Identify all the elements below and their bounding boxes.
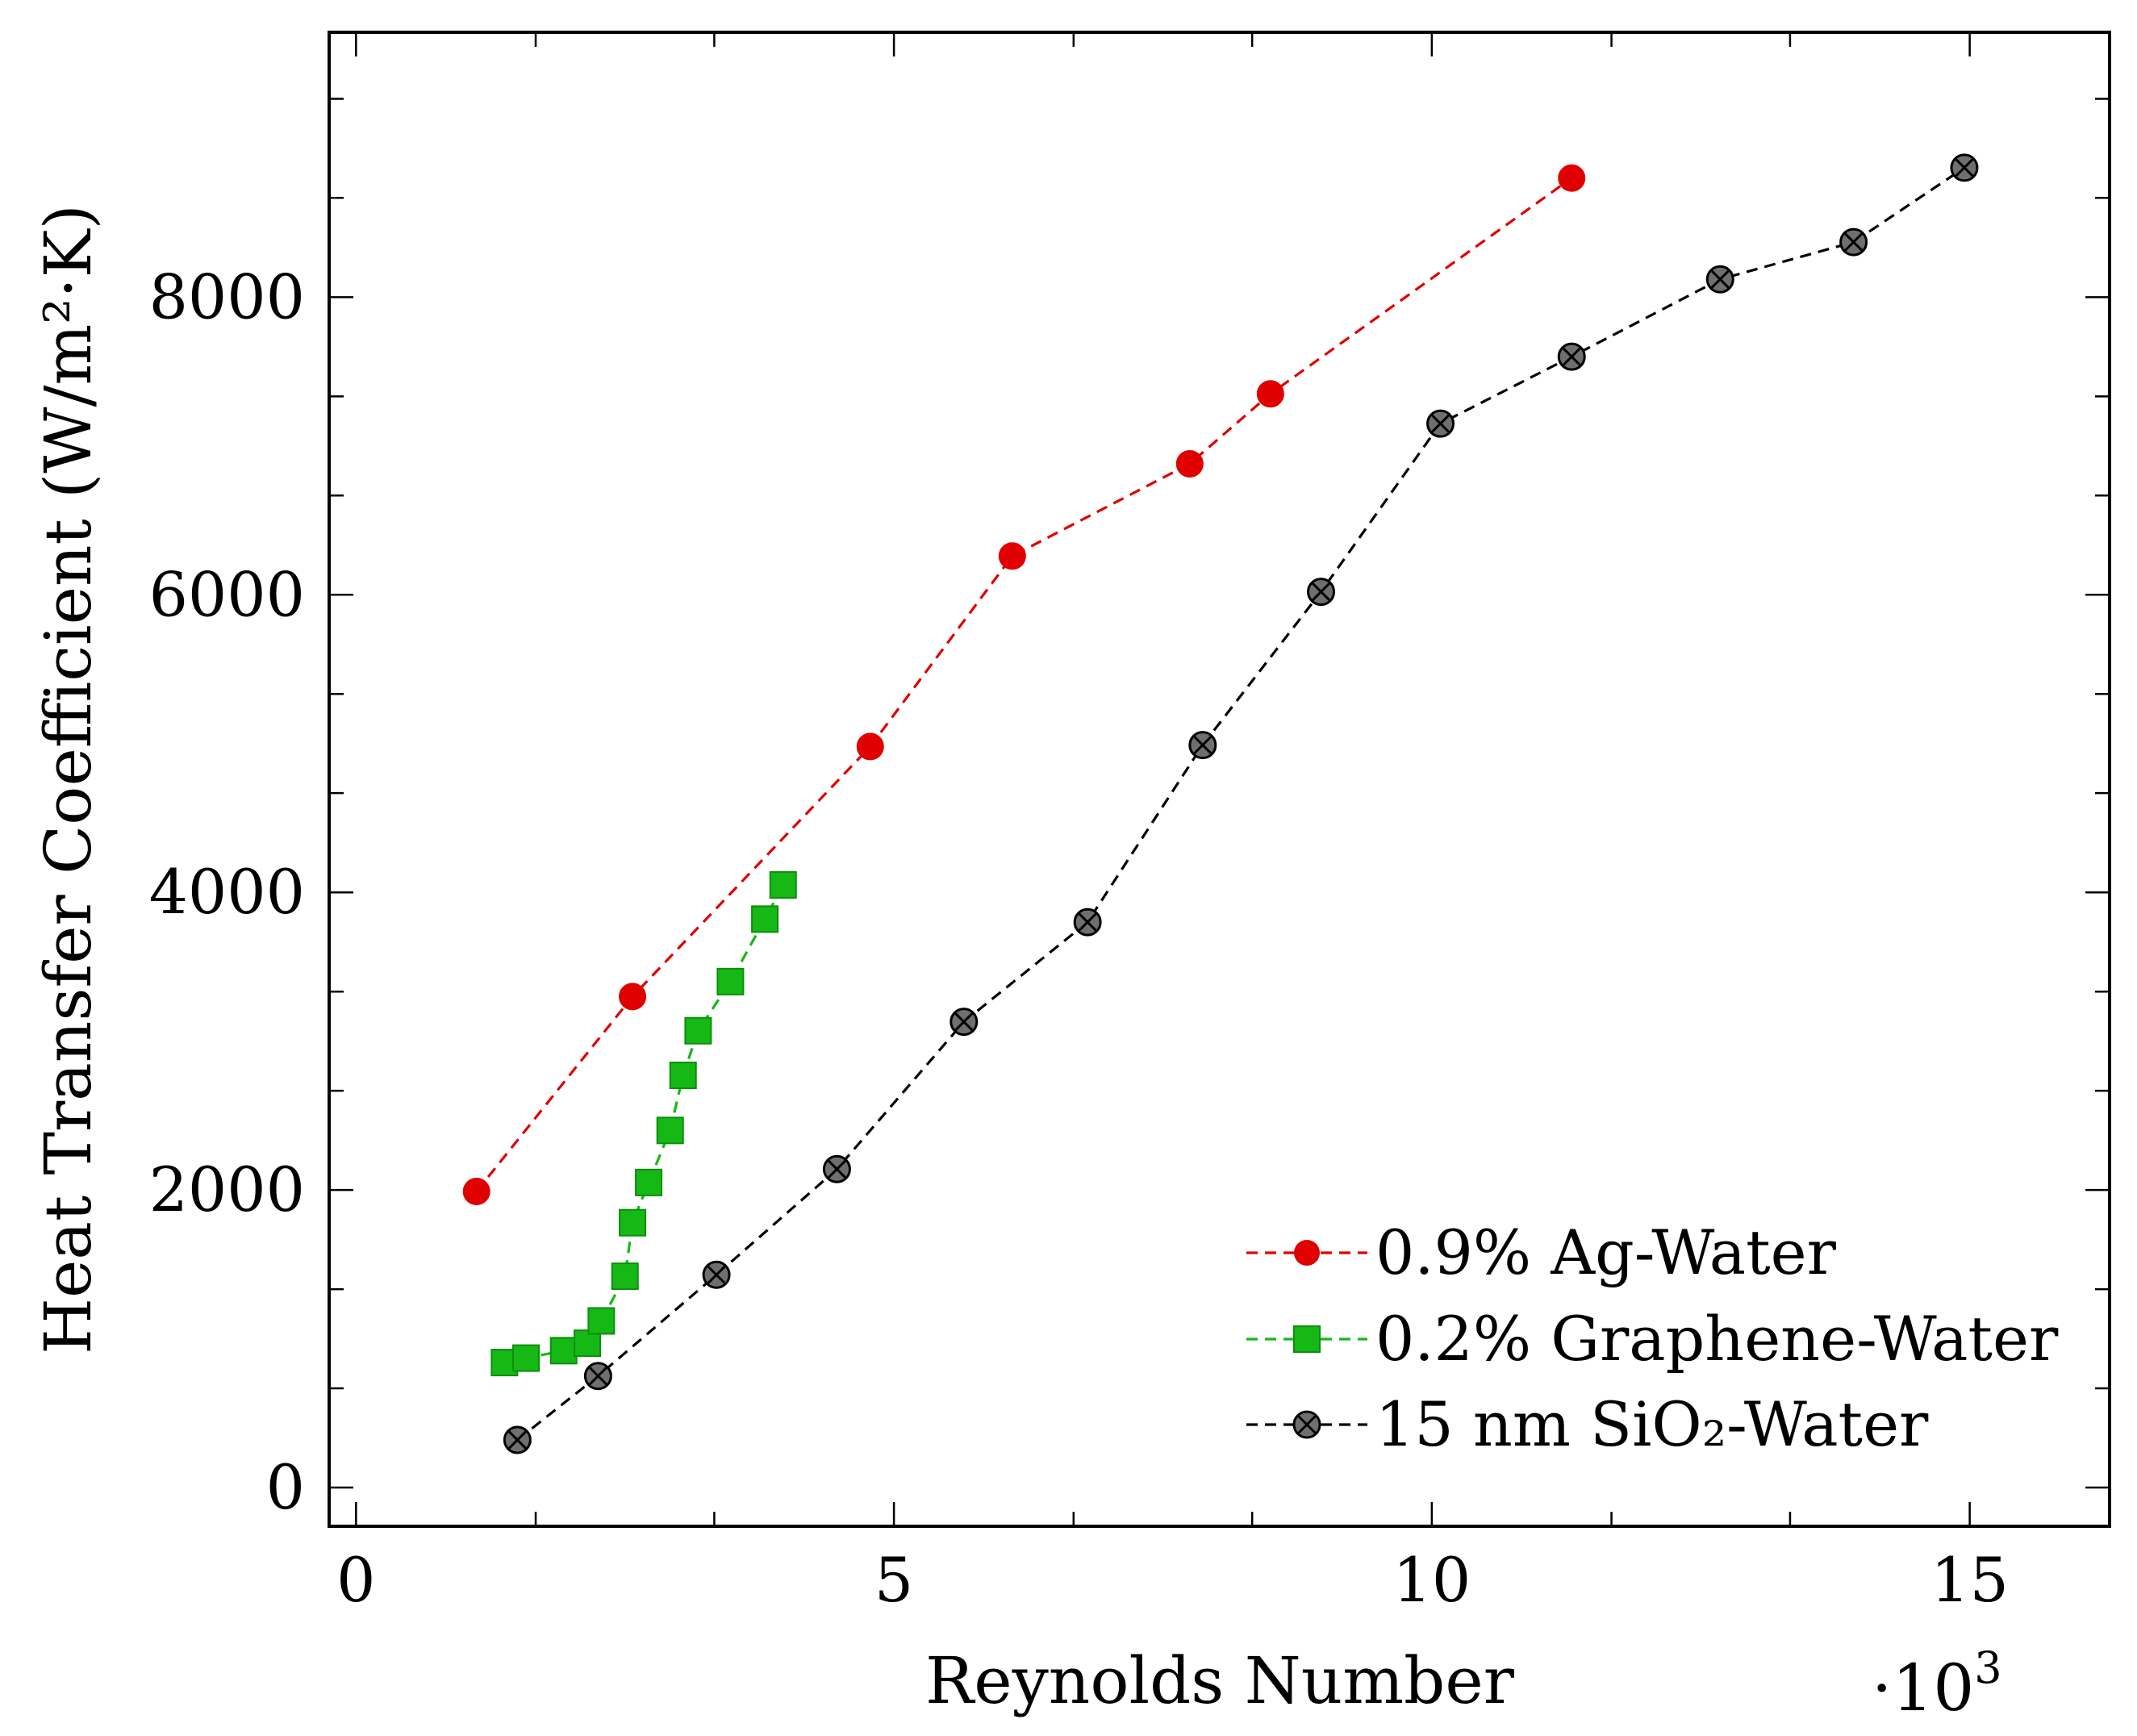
x-tick-label: 15 <box>1930 1544 2009 1616</box>
x-multiplier-exponent: 3 <box>1974 1642 2001 1693</box>
data-point-sio2-water <box>1557 342 1586 371</box>
data-point-graphene-water <box>611 1262 639 1291</box>
marker-cross <box>1078 912 1098 933</box>
data-point-graphene-water <box>716 967 745 995</box>
legend-marker-ag-water <box>1294 1240 1320 1266</box>
data-point-graphene-water <box>587 1307 616 1335</box>
y-tick-label: 6000 <box>149 558 305 630</box>
y-axis-title: Heat Transfer Coefficient (W/m²·K) <box>31 204 106 1354</box>
legend-label-sio2-water: 15 nm SiO₂-Water <box>1375 1388 1929 1460</box>
ticks-layer <box>329 32 2110 1526</box>
marker-cross <box>1562 347 1582 367</box>
data-point-graphene-water <box>751 905 779 933</box>
legend-label-graphene-water: 0.2% Graphene-Water <box>1375 1303 2059 1375</box>
data-point-graphene-water <box>769 870 797 899</box>
marker-cross <box>1296 1414 1317 1435</box>
legend-marker-shape <box>1292 1410 1321 1439</box>
data-point-graphene-water <box>574 1329 602 1358</box>
labels-layer: 0 5 10 15 0 2000 4000 6000 8000 <box>149 261 2009 1616</box>
data-point-ag-water <box>856 732 884 761</box>
series-ag-water <box>462 164 1586 1205</box>
legend-marker-graphene-water <box>1293 1325 1321 1353</box>
marker-cross <box>1954 157 1975 177</box>
legend-marker-sio2-water <box>1292 1410 1321 1439</box>
data-point-sio2-water <box>503 1425 532 1454</box>
data-point-graphene-water <box>619 1208 647 1237</box>
data-point-ag-water <box>998 542 1026 570</box>
y-tick-label: 0 <box>266 1451 305 1523</box>
data-point-ag-water <box>1175 449 1204 478</box>
data-point-graphene-water <box>656 1116 684 1145</box>
data-point-graphene-water <box>549 1337 578 1365</box>
x-tick-label: 5 <box>874 1544 913 1616</box>
data-point-sio2-water <box>702 1260 731 1289</box>
marker-cross <box>507 1429 528 1450</box>
series-sio2-water <box>503 153 1979 1454</box>
data-point-graphene-water <box>684 1016 712 1045</box>
series-graphene-water <box>490 870 797 1377</box>
marker-cross <box>588 1366 608 1386</box>
data-point-graphene-water <box>512 1344 541 1372</box>
y-tick-label: 2000 <box>149 1154 305 1225</box>
series-layer <box>462 153 1979 1454</box>
data-point-ag-water <box>619 983 647 1011</box>
marker-cross <box>707 1265 727 1285</box>
plot-frame <box>328 31 2111 1528</box>
data-point-sio2-water <box>1188 731 1217 760</box>
data-point-ag-water <box>1256 380 1284 408</box>
data-point-ag-water <box>462 1177 490 1205</box>
x-tick-label: 0 <box>336 1544 375 1616</box>
data-point-ag-water <box>1558 164 1586 192</box>
x-tick-label: 10 <box>1393 1544 1471 1616</box>
marker-cross <box>1430 414 1450 434</box>
data-point-graphene-water <box>635 1168 663 1196</box>
marker-cross <box>1311 582 1331 602</box>
legend-label-ag-water: 0.9% Ag-Water <box>1375 1216 1837 1288</box>
x-multiplier-base: ·10 <box>1872 1650 1974 1726</box>
data-point-sio2-water <box>1839 227 1868 257</box>
y-tick-label: 8000 <box>149 261 305 332</box>
data-point-sio2-water <box>822 1154 851 1183</box>
legend-item-graphene-water: 0.2% Graphene-Water <box>1246 1303 2059 1375</box>
marker-cross <box>1192 735 1212 755</box>
legend: 0.9% Ag-Water 0.2% Graphene-Water 15 nm … <box>1246 1216 2059 1460</box>
legend-item-ag-water: 0.9% Ag-Water <box>1246 1216 1837 1288</box>
data-point-sio2-water <box>1307 578 1336 607</box>
data-point-sio2-water <box>1705 265 1734 294</box>
marker-cross <box>954 1012 974 1032</box>
x-multiplier: ·103 <box>1872 1642 2002 1726</box>
data-point-sio2-water <box>1073 908 1102 937</box>
y-tick-label: 4000 <box>149 856 305 928</box>
legend-item-sio2-water: 15 nm SiO₂-Water <box>1246 1388 1929 1460</box>
data-point-sio2-water <box>1950 153 1979 182</box>
marker-cross <box>827 1159 847 1179</box>
data-point-sio2-water <box>1426 409 1455 438</box>
data-point-sio2-water <box>950 1008 979 1037</box>
data-point-sio2-water <box>583 1362 612 1391</box>
x-axis-title: Reynolds Number <box>925 1643 1515 1718</box>
data-point-graphene-water <box>669 1062 697 1090</box>
marker-cross <box>1843 232 1864 252</box>
marker-cross <box>1710 269 1730 290</box>
